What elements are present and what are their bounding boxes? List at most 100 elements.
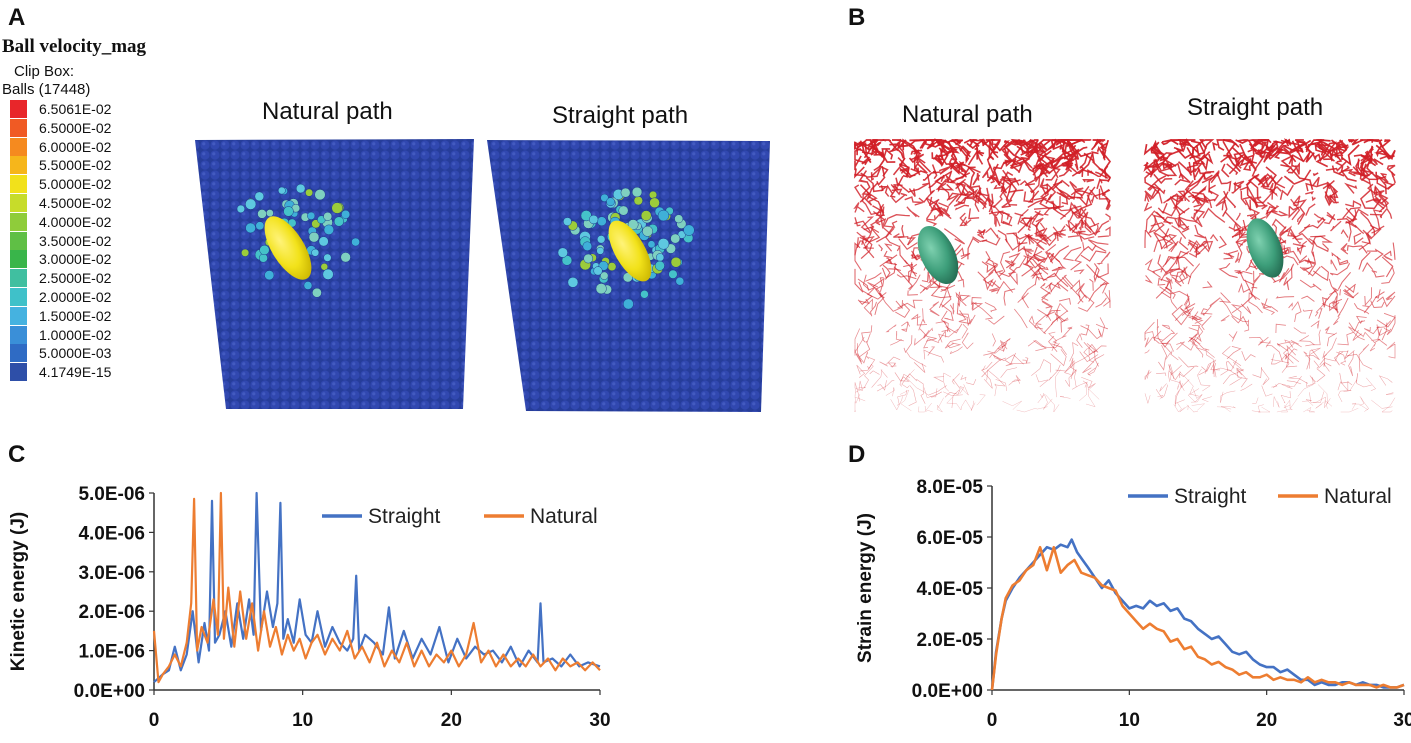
force-chain (1362, 228, 1382, 240)
force-chain (1305, 349, 1320, 361)
velocity-ball (563, 217, 572, 226)
velocity-ball (322, 268, 334, 280)
force-chain (1244, 319, 1250, 332)
force-chain (962, 184, 979, 205)
force-chain (1161, 197, 1184, 217)
force-chain (1220, 390, 1236, 403)
force-chain (1218, 262, 1238, 279)
force-chain (940, 310, 948, 324)
force-chain (1379, 207, 1393, 219)
force-chain (1024, 253, 1048, 266)
force-chain (912, 254, 920, 259)
velocity-ball (640, 210, 652, 221)
force-chain (1240, 190, 1247, 206)
force-chain (1002, 400, 1022, 410)
force-chain (997, 169, 1012, 186)
force-chain (957, 313, 976, 325)
force-chain (862, 274, 876, 295)
force-chain (1095, 297, 1107, 308)
force-chain (1097, 317, 1105, 339)
force-chain (1313, 360, 1320, 369)
force-chain (1220, 369, 1240, 378)
force-chain (1312, 240, 1329, 253)
force-chain (1179, 307, 1198, 319)
force-chain (1251, 270, 1261, 286)
velocity-ball (627, 219, 639, 230)
force-chain (1338, 390, 1352, 403)
force-chain (1223, 250, 1239, 260)
force-chain (1031, 210, 1041, 228)
force-chain (1103, 290, 1111, 307)
force-chain (1220, 298, 1249, 323)
force-chain (920, 139, 943, 149)
force-chain (985, 227, 999, 239)
force-chain (1244, 199, 1252, 211)
force-chain (1168, 240, 1179, 253)
force-chain (959, 147, 970, 165)
force-chain (1174, 308, 1192, 321)
force-chain (1148, 186, 1163, 204)
force-chain (942, 372, 952, 392)
force-chain (1023, 255, 1049, 271)
y-tick-label: 5.0E-06 (78, 484, 145, 505)
y-tick-label: 4.0E-06 (78, 523, 145, 544)
force-chain (1228, 158, 1242, 175)
force-chain (1378, 193, 1390, 213)
force-chain (1095, 323, 1109, 330)
force-chain (1314, 139, 1331, 147)
force-chain (933, 154, 958, 166)
scale-row: 6.5000E-02 (10, 118, 180, 137)
force-chain (1362, 295, 1377, 314)
velocity-ball (670, 233, 681, 244)
force-chain (1067, 232, 1080, 238)
force-chain (1040, 282, 1051, 295)
force-chain (1212, 362, 1216, 375)
force-chain (1345, 200, 1362, 208)
scale-value: 4.1749E-15 (39, 364, 112, 381)
force-chain (1248, 173, 1260, 199)
force-chain (1374, 289, 1385, 299)
force-chain (1273, 395, 1280, 408)
velocity-ball (557, 247, 568, 258)
velocity-ball (657, 238, 670, 250)
force-chain (1336, 144, 1350, 152)
force-chain (1246, 213, 1255, 218)
force-chain (1091, 160, 1112, 182)
force-chain (1152, 185, 1160, 194)
force-chain (1266, 205, 1280, 220)
force-chain (1370, 300, 1385, 308)
force-chain (901, 321, 911, 327)
force-chain (1188, 337, 1210, 351)
force-chain (1290, 198, 1301, 221)
force-chain (854, 382, 860, 402)
velocity-ball (597, 235, 606, 244)
force-chain (912, 146, 921, 164)
force-chain (1284, 348, 1298, 360)
force-chain (908, 385, 917, 407)
force-chain (1316, 368, 1326, 383)
force-chain (1080, 324, 1090, 336)
force-chain (1302, 399, 1314, 406)
force-chain (865, 272, 882, 282)
force-chain (1058, 188, 1074, 201)
force-chain (861, 143, 876, 155)
force-chain (875, 206, 885, 222)
force-chain (1083, 151, 1099, 164)
series-line-straight (990, 538, 1405, 691)
force-chain (1169, 258, 1192, 278)
force-chain (855, 353, 863, 365)
force-chain (869, 219, 880, 228)
force-chain (1286, 380, 1302, 385)
force-chain (1155, 384, 1169, 399)
force-chain (1235, 139, 1249, 144)
velocity-ball (255, 221, 265, 231)
force-chain (854, 147, 867, 164)
force-chain (1186, 154, 1203, 173)
force-chain (1252, 397, 1259, 404)
force-chain (956, 291, 961, 314)
force-chain (1174, 217, 1180, 228)
force-chain (911, 313, 928, 326)
force-chain (1093, 263, 1100, 283)
scale-swatch (10, 118, 27, 137)
force-chain (1019, 142, 1033, 169)
